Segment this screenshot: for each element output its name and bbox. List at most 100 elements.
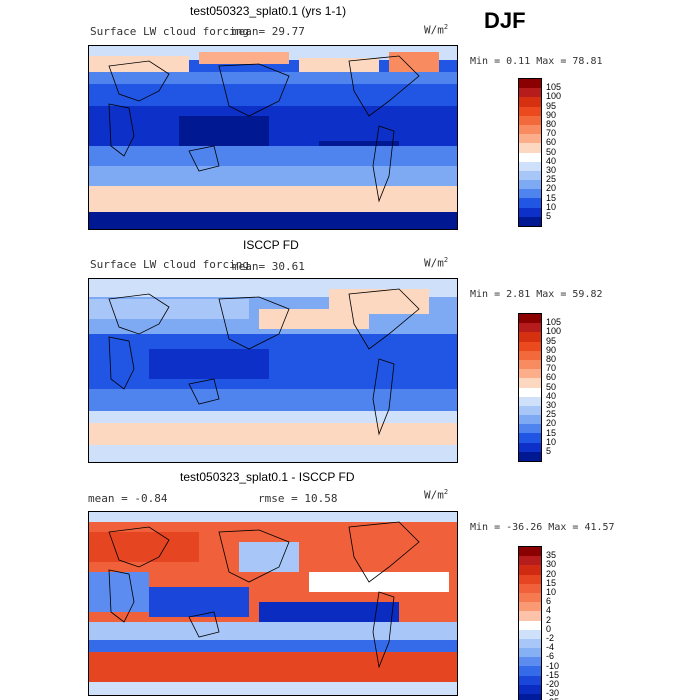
- colorbar-swatch: [519, 675, 541, 685]
- panel1-colorbar: [518, 78, 542, 227]
- colorbar-tick-label: 15: [546, 577, 557, 588]
- colorbar-swatch: [519, 134, 541, 144]
- panel1-title: test050323_splat0.1 (yrs 1-1): [190, 4, 347, 18]
- colorbar-tick-label: 80: [546, 354, 557, 364]
- colorbar-tick-label: 60: [546, 372, 557, 383]
- colorbar-swatch: [519, 170, 541, 181]
- panel2-units: W/m2: [424, 256, 449, 270]
- colorbar-tick-label: 80: [546, 119, 557, 129]
- colorbar-tick-label: 95: [546, 335, 557, 346]
- colorbar-swatch: [519, 378, 541, 388]
- colorbar-swatch: [519, 387, 541, 397]
- colorbar-tick-label: 100: [546, 91, 562, 102]
- colorbar-tick-label: -20: [546, 679, 560, 689]
- colorbar-swatch: [519, 216, 541, 226]
- colorbar-swatch: [519, 359, 541, 370]
- colorbar-tick-label: 10: [546, 587, 557, 597]
- colorbar-tick-label: 20: [546, 183, 557, 194]
- colorbar-swatch: [519, 602, 541, 612]
- colorbar-swatch: [519, 592, 541, 603]
- colorbar-tick-label: 15: [546, 427, 557, 438]
- colorbar-tick-label: 25: [546, 174, 557, 185]
- colorbar-tick-label: 60: [546, 137, 557, 148]
- colorbar-tick-label: 2: [546, 614, 552, 625]
- colorbar-swatch: [519, 189, 541, 199]
- panel3-minmax: Min = -36.26 Max = 41.57: [470, 522, 615, 533]
- colorbar-swatch: [519, 611, 541, 621]
- panel3-title: test050323_splat0.1 - ISCCP FD: [180, 470, 355, 484]
- colorbar-swatch: [519, 638, 541, 649]
- colorbar-tick-label: 4: [546, 605, 552, 616]
- colorbar-swatch: [519, 350, 541, 360]
- colorbar-tick-label: 95: [546, 100, 557, 111]
- colorbar-tick-label: -6: [546, 651, 555, 662]
- colorbar-tick-label: 20: [546, 568, 557, 579]
- colorbar-tick-label: 50: [546, 381, 557, 392]
- panel3-units: W/m2: [424, 488, 449, 502]
- colorbar-swatch: [519, 88, 541, 98]
- panel2-minmax: Min = 2.81 Max = 59.82: [470, 289, 603, 300]
- colorbar-swatch: [519, 666, 541, 676]
- colorbar-tick-label: 40: [546, 155, 557, 166]
- colorbar-tick-label: -15: [546, 669, 560, 680]
- colorbar-swatch: [519, 583, 541, 593]
- colorbar-tick-label: 90: [546, 109, 557, 120]
- colorbar-swatch: [519, 415, 541, 425]
- colorbar-tick-label: 10: [546, 201, 557, 212]
- colorbar-swatch: [519, 314, 541, 324]
- colorbar-swatch: [519, 405, 541, 416]
- panel1-mean: mean= 29.77: [232, 25, 305, 38]
- colorbar-swatch: [519, 565, 541, 575]
- colorbar-tick-label: 0: [546, 623, 552, 634]
- colorbar-tick-label: 5: [546, 446, 552, 456]
- colorbar-tick-label: 15: [546, 192, 557, 203]
- panel3-rmse: rmse = 10.58: [258, 492, 338, 505]
- colorbar-swatch: [519, 97, 541, 107]
- panel1-map: [88, 45, 458, 230]
- colorbar-tick-label: 30: [546, 400, 557, 410]
- panel2-mean: mean= 30.61: [232, 260, 305, 273]
- colorbar-swatch: [519, 341, 541, 351]
- panel2-colorbar: [518, 313, 542, 462]
- colorbar-tick-label: -10: [546, 660, 560, 671]
- colorbar-swatch: [519, 442, 541, 452]
- colorbar-swatch: [519, 684, 541, 694]
- colorbar-swatch: [519, 424, 541, 434]
- colorbar-tick-label: -30: [546, 688, 560, 699]
- colorbar-tick-label: 105: [546, 317, 562, 328]
- colorbar-swatch: [519, 198, 541, 208]
- colorbar-tick-label: 50: [546, 146, 557, 157]
- panel2-map: [88, 278, 458, 463]
- colorbar-swatch: [519, 433, 541, 443]
- panel1-minmax: Min = 0.11 Max = 78.81: [470, 56, 603, 67]
- colorbar-tick-label: -35: [546, 697, 559, 700]
- colorbar-tick-label: 25: [546, 409, 557, 420]
- colorbar-swatch: [519, 152, 541, 162]
- colorbar-swatch: [519, 657, 541, 667]
- colorbar-tick-label: 10: [546, 436, 557, 447]
- colorbar-tick-label: 35: [546, 550, 557, 561]
- colorbar-tick-label: -4: [546, 642, 555, 653]
- panel3-colorbar: [518, 546, 542, 700]
- colorbar-tick-label: 6: [546, 596, 552, 607]
- season-label: DJF: [484, 8, 526, 33]
- colorbar-swatch: [519, 207, 541, 217]
- colorbar-tick-label: 105: [546, 82, 562, 93]
- colorbar-swatch: [519, 620, 541, 630]
- colorbar-tick-label: 5: [546, 211, 552, 221]
- colorbar-tick-label: 20: [546, 418, 557, 429]
- panel3-mean: mean = -0.84: [88, 492, 168, 505]
- colorbar-swatch: [519, 124, 541, 135]
- colorbar-swatch: [519, 629, 541, 639]
- colorbar-tick-label: 30: [546, 165, 557, 175]
- colorbar-swatch: [519, 323, 541, 333]
- panel1-units: W/m2: [424, 23, 449, 37]
- colorbar-tick-label: 90: [546, 344, 557, 355]
- colorbar-tick-label: 40: [546, 390, 557, 401]
- colorbar-tick-label: 70: [546, 363, 557, 374]
- colorbar-swatch: [519, 574, 541, 584]
- colorbar-swatch: [519, 396, 541, 406]
- colorbar-swatch: [519, 694, 541, 700]
- colorbar-swatch: [519, 556, 541, 566]
